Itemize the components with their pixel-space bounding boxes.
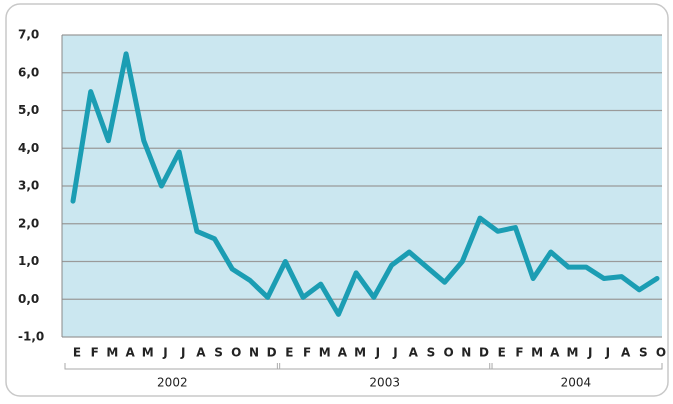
x-tick-label: M bbox=[142, 346, 154, 360]
x-tick-label: F bbox=[515, 346, 523, 360]
x-tick-label: J bbox=[180, 346, 185, 360]
y-tick-label: 3,0 bbox=[18, 179, 39, 193]
x-tick-label: N bbox=[461, 346, 471, 360]
group-bracket bbox=[64, 363, 281, 370]
y-tick-label: 4,0 bbox=[18, 141, 39, 155]
x-tick-label: O bbox=[231, 346, 241, 360]
x-tick-label: J bbox=[587, 346, 592, 360]
x-tick-label: A bbox=[550, 346, 560, 360]
x-tick-label: M bbox=[106, 346, 118, 360]
x-tick-label: E bbox=[498, 346, 506, 360]
x-tick-label: M bbox=[531, 346, 543, 360]
x-tick-label: A bbox=[409, 346, 419, 360]
group-label: 2004 bbox=[561, 376, 592, 390]
y-tick-label: 1,0 bbox=[18, 254, 39, 268]
x-tick-label: F bbox=[91, 346, 99, 360]
y-tick-label: 2,0 bbox=[18, 216, 39, 230]
x-tick-label: E bbox=[73, 346, 81, 360]
group-label: 2003 bbox=[369, 376, 400, 390]
x-tick-label: D bbox=[479, 346, 489, 360]
x-tick-label: A bbox=[196, 346, 206, 360]
x-tick-label: A bbox=[125, 346, 135, 360]
y-tick-label: 7,0 bbox=[18, 28, 39, 42]
group-bracket bbox=[489, 363, 663, 370]
x-tick-label: S bbox=[214, 346, 223, 360]
y-tick-label: -1,0 bbox=[18, 330, 44, 344]
x-tick-label: F bbox=[303, 346, 311, 360]
y-tick-label: 0,0 bbox=[18, 292, 39, 306]
x-tick-label: J bbox=[392, 346, 397, 360]
x-tick-label: N bbox=[249, 346, 259, 360]
y-tick-label: 5,0 bbox=[18, 103, 39, 117]
x-tick-label: J bbox=[375, 346, 380, 360]
line-series bbox=[70, 51, 660, 317]
x-tick-label: D bbox=[267, 346, 277, 360]
x-tick-label: O bbox=[656, 346, 666, 360]
x-tick-label: E bbox=[285, 346, 293, 360]
x-tick-label: A bbox=[338, 346, 348, 360]
x-tick-label: O bbox=[444, 346, 454, 360]
x-tick-label: J bbox=[605, 346, 610, 360]
x-tick-label: J bbox=[162, 346, 167, 360]
x-tick-label: M bbox=[567, 346, 579, 360]
x-tick-label: M bbox=[319, 346, 331, 360]
x-tick-label: S bbox=[639, 346, 648, 360]
x-tick-label: M bbox=[354, 346, 366, 360]
group-label: 2002 bbox=[157, 376, 188, 390]
y-tick-label: 6,0 bbox=[18, 65, 39, 79]
x-tick-label: S bbox=[427, 346, 436, 360]
group-bracket bbox=[276, 363, 493, 370]
x-tick-label: A bbox=[621, 346, 631, 360]
